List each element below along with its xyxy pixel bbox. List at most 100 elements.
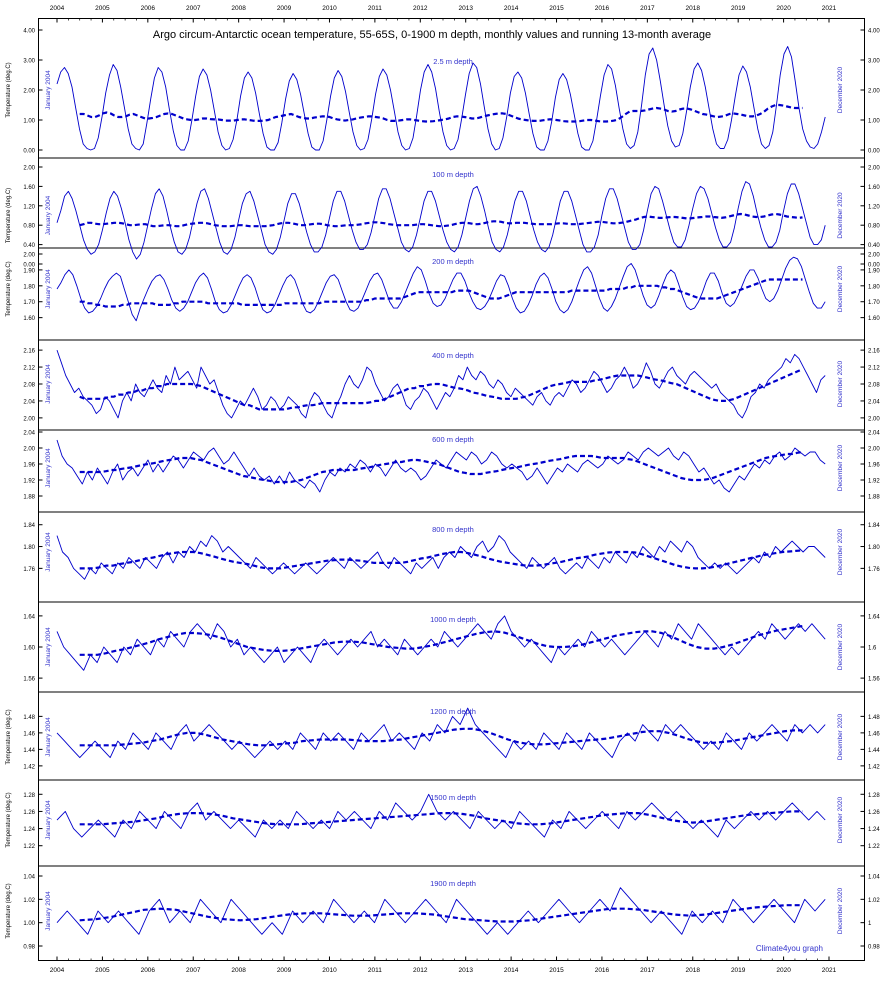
right-y-tick-label: 1.70 — [868, 300, 880, 306]
monthly-line — [56, 46, 826, 151]
right-y-tick-label: 1.02 — [868, 898, 880, 904]
right-y-tick-label: 1.88 — [868, 495, 880, 501]
y-tick-label: 1.48 — [23, 715, 35, 721]
x-tick-label-bottom: 2014 — [504, 967, 519, 974]
depth-label: 1500 m depth — [430, 793, 476, 802]
start-date-label: January 2004 — [45, 627, 52, 667]
y-tick-label: 1.84 — [23, 523, 35, 529]
y-tick-label: 1.04 — [23, 875, 35, 881]
x-tick-label-bottom: 2018 — [686, 967, 701, 974]
y-tick-label: 1.80 — [23, 284, 35, 290]
right-y-tick-label: 1.24 — [868, 827, 880, 833]
right-y-tick-label: 1.44 — [868, 748, 880, 754]
running-mean-line — [79, 103, 803, 123]
y-tick-label: 1.60 — [23, 185, 35, 191]
start-date-label: January 2004 — [45, 269, 52, 309]
x-tick-label-bottom: 2008 — [231, 967, 246, 974]
right-y-tick-label: 1.00 — [868, 119, 880, 125]
x-tick-label-bottom: 2020 — [776, 967, 791, 974]
y-tick-label: 2.00 — [23, 166, 35, 172]
chart-title: Argo circum-Antarctic ocean temperature,… — [153, 29, 711, 41]
depth-label: 200 m depth — [432, 257, 474, 266]
x-tick-label-top: 2006 — [141, 5, 156, 12]
x-tick-label-top: 2014 — [504, 5, 519, 12]
monthly-line — [56, 256, 826, 322]
running-mean-line — [79, 810, 803, 826]
y-tick-label: 1.46 — [23, 731, 35, 737]
y-tick-label: 1.56 — [23, 677, 35, 683]
right-y-tick-label: 1.90 — [868, 268, 880, 274]
end-date-label: December 2020 — [837, 265, 844, 312]
y-tick-label: 0.00 — [23, 149, 35, 155]
y-tick-label: 1.76 — [23, 567, 35, 573]
panel-8: 1.22 1.24 1.26 1.28 1.22 1.24 1.26 1.28 Temperat… — [6, 792, 880, 850]
panels-layer: 0.00 1.00 2.00 3.00 4.00 0.00 1.00 2.00 3.00 4.00… — [6, 29, 880, 951]
start-date-label: January 2004 — [45, 891, 52, 931]
right-y-tick-label: 1.6 — [868, 646, 877, 652]
right-y-tick-label: 2.08 — [868, 383, 880, 389]
right-y-tick-label: 1.22 — [868, 844, 880, 850]
start-date-label: January 2004 — [45, 195, 52, 235]
x-tick-label-top: 2008 — [231, 5, 246, 12]
x-tick-label-bottom: 2015 — [549, 967, 564, 974]
panel-6: 1.56 1.60 1.64 1.56 1.6 1.64 January 2004 Decem… — [23, 614, 880, 682]
running-mean-line — [79, 549, 803, 570]
y-tick-label: 1.00 — [23, 119, 35, 125]
right-y-tick-label: 0.80 — [868, 224, 880, 230]
x-tick-label-bottom: 2010 — [322, 967, 337, 974]
x-tick-label-top: 2004 — [50, 5, 65, 12]
panel-5: 1.76 1.80 1.84 1.76 1.80 1.84 January 2004 Dece… — [23, 523, 880, 580]
right-y-tick-label: 0.00 — [868, 149, 880, 155]
right-y-tick-label: 1.60 — [868, 185, 880, 191]
running-mean-line — [79, 904, 803, 923]
x-tick-label-top: 2013 — [458, 5, 473, 12]
end-date-label: December 2020 — [837, 796, 844, 843]
panel-3: 2.00 2.04 2.08 2.12 2.16 2.00 2.04 2.08 2.12 2.16… — [23, 349, 880, 423]
y-axis-label: Temperature (deg.C) — [6, 188, 12, 243]
x-tick-label-bottom: 2017 — [640, 967, 655, 974]
y-tick-label: 1.00 — [23, 921, 35, 927]
right-y-tick-label: 0.40 — [868, 243, 880, 249]
right-y-tick-label: 0.00 — [868, 263, 880, 269]
right-y-tick-label: 1.56 — [868, 677, 880, 683]
depth-label: 1000 m depth — [430, 615, 476, 624]
x-tick-label-bottom: 2016 — [595, 967, 610, 974]
end-date-label: December 2020 — [837, 192, 844, 239]
right-y-tick-label: 1.04 — [868, 875, 880, 881]
start-date-label: January 2004 — [45, 717, 52, 757]
right-y-tick-label: 1.96 — [868, 463, 880, 469]
right-y-tick-label: 2.00 — [868, 416, 880, 422]
y-tick-label: 2.00 — [23, 89, 35, 95]
y-tick-label: 1.88 — [23, 495, 35, 501]
running-mean-line — [79, 278, 803, 308]
right-y-tick-label: 0.98 — [868, 945, 880, 951]
x-tick-label-top: 2019 — [731, 5, 746, 12]
y-axis-label: Temperature (deg.C) — [6, 709, 12, 764]
y-tick-label: 2.16 — [23, 349, 35, 355]
y-tick-label: 1.28 — [23, 793, 35, 799]
y-tick-label: 1.92 — [23, 479, 35, 485]
right-y-tick-label: 2.04 — [868, 399, 880, 405]
panel-9: 0.98 1.00 1.02 1.04 0.98 1 1.02 1.04 Temperature… — [6, 875, 880, 951]
y-tick-label: 2.00 — [23, 447, 35, 453]
depth-label: 400 m depth — [432, 351, 474, 360]
x-tick-label-top: 2015 — [549, 5, 564, 12]
y-tick-label: 1.80 — [23, 545, 35, 551]
x-tick-label-bottom: 2004 — [50, 967, 65, 974]
right-y-tick-label: 1.84 — [868, 523, 880, 529]
x-tick-label-bottom: 2005 — [95, 967, 110, 974]
right-y-tick-label: 2.00 — [868, 89, 880, 95]
right-y-tick-label: 2.04 — [868, 431, 880, 437]
x-tick-label-top: 2012 — [413, 5, 428, 12]
right-y-tick-label: 2.00 — [868, 447, 880, 453]
y-tick-label: 1.44 — [23, 748, 35, 754]
right-y-tick-label: 1.20 — [868, 204, 880, 210]
end-date-label: December 2020 — [837, 444, 844, 491]
y-tick-label: 2.00 — [23, 253, 35, 259]
y-tick-label: 4.00 — [23, 29, 35, 35]
end-date-label: December 2020 — [837, 713, 844, 760]
running-mean-line — [79, 624, 803, 656]
x-tick-label-top: 2020 — [776, 5, 791, 12]
